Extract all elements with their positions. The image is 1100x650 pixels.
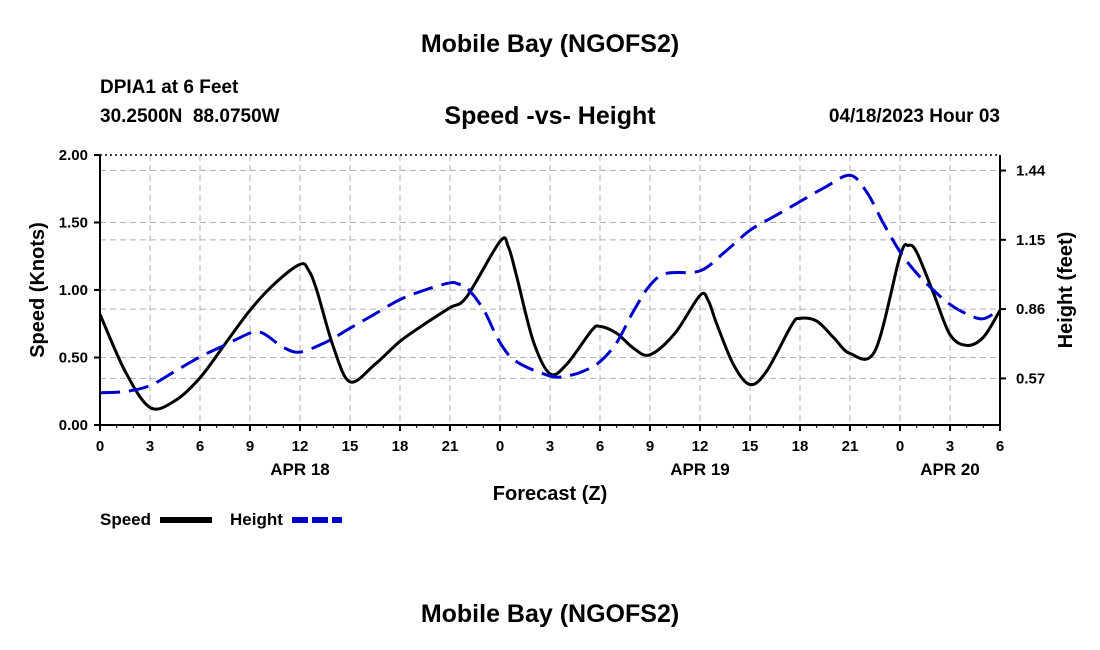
forecast-datetime: 04/18/2023 Hour 03 [828, 106, 1000, 127]
x-tick-label: 6 [196, 438, 204, 455]
y-left-axis-title: Speed (Knots) [27, 222, 49, 358]
x-tick-label: 0 [896, 438, 904, 455]
x-tick-label: 18 [392, 438, 409, 455]
x-tick-label: 3 [946, 438, 954, 455]
series-speed-line [98, 236, 1002, 411]
y-left-tick-label: 0.50 [59, 350, 88, 367]
repeated-title: Mobile Bay (NGOFS2) [420, 600, 680, 628]
y-left-tick-label: 2.00 [59, 147, 88, 164]
chart-main-title: Mobile Bay (NGOFS2) [420, 30, 680, 58]
station-label: DPIA1 at 6 Feet [100, 77, 239, 98]
date-label: APR 18 [270, 460, 330, 479]
date-label: APR 19 [670, 460, 730, 479]
x-tick-label: 12 [292, 438, 309, 455]
x-tick-label: 6 [596, 438, 604, 455]
x-axis-title: Forecast (Z) [493, 483, 607, 505]
y-right-axis-title: Height (feet) [1055, 232, 1077, 349]
y-left-tick-label: 0.00 [59, 417, 88, 434]
x-tick-label: 18 [792, 438, 809, 455]
legend-label-speed: Speed [100, 510, 151, 529]
x-tick-label: 21 [842, 438, 859, 455]
series-height-line [99, 173, 1001, 395]
y-right-tick-label: 0.57 [1016, 370, 1045, 387]
y-left-tick-label: 1.00 [59, 282, 88, 299]
y-right-tick-label: 0.86 [1016, 301, 1045, 318]
x-tick-label: 9 [646, 438, 654, 455]
x-tick-label: 15 [342, 438, 359, 455]
x-tick-label: 9 [246, 438, 254, 455]
x-tick-label: 6 [996, 438, 1004, 455]
x-tick-label: 0 [496, 438, 504, 455]
axis-ticks [94, 154, 1006, 431]
x-tick-label: 12 [692, 438, 709, 455]
series-lines [98, 173, 1002, 411]
legend-label-height: Height [230, 510, 283, 529]
x-tick-label: 3 [146, 438, 154, 455]
latitude-label: 30.2500N [100, 106, 183, 127]
y-right-tick-label: 1.44 [1016, 163, 1046, 180]
axis-labels: 0 3 6 9 12 15 18 21 0 3 6 9 12 15 18 21 0 3 6 APR 18 APR 19 A… [27, 147, 1077, 505]
y-right-tick-label: 1.15 [1016, 232, 1045, 249]
grid-lines [100, 155, 1000, 425]
x-tick-label: 21 [442, 438, 459, 455]
x-tick-label: 15 [742, 438, 759, 455]
longitude-label: 88.0750W [192, 106, 280, 127]
chart-subtitle: Speed -vs- Height [444, 102, 656, 130]
y-left-tick-label: 1.50 [59, 215, 88, 232]
legend: Speed Height [100, 510, 342, 529]
x-tick-label: 3 [546, 438, 554, 455]
date-label: APR 20 [920, 460, 980, 479]
station-coordinates: 30.2500N 88.0750W [100, 106, 280, 128]
x-tick-label: 0 [96, 438, 104, 455]
